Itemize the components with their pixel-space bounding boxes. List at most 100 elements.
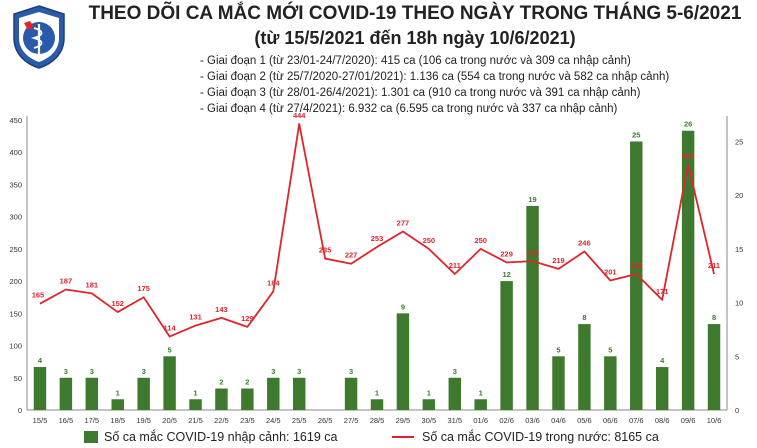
line-data-label: 253 <box>371 234 384 243</box>
bar <box>137 377 150 410</box>
chart-subtitle: (từ 15/5/2021 đến 18h ngày 10/6/2021) <box>254 28 576 48</box>
bar <box>655 367 669 410</box>
bar-data-label: 3 <box>297 367 301 376</box>
x-tick-label: 05/6 <box>577 416 592 425</box>
line-data-label: 250 <box>474 236 487 245</box>
line-data-label: 131 <box>189 313 202 322</box>
y-right-tick-label: 15 <box>735 245 743 254</box>
y-right-tick-label: 5 <box>735 352 739 361</box>
y-left-tick-label: 200 <box>9 277 22 286</box>
bar <box>422 399 436 410</box>
y-right-tick-label: 25 <box>735 137 743 146</box>
bar <box>33 367 47 410</box>
bar <box>474 399 487 410</box>
line-data-label: 250 <box>423 236 436 245</box>
bar-data-label: 1 <box>193 388 197 397</box>
bar-data-label: 1 <box>375 388 379 397</box>
line-series-domestic <box>39 122 715 338</box>
x-tick-label: 06/6 <box>603 416 618 425</box>
line-data-label: 171 <box>656 287 669 296</box>
bar-data-label: 3 <box>90 367 94 376</box>
x-tick-label: 04/6 <box>551 416 566 425</box>
bar <box>578 324 591 410</box>
chart-title: THEO DÕI CA MẮC MỚI COVID-19 THEO NGÀY T… <box>88 3 742 24</box>
line-data-label: 277 <box>397 218 410 227</box>
bar-data-label: 2 <box>219 378 223 387</box>
y-left-tick-label: 350 <box>9 180 22 189</box>
bar <box>111 399 124 410</box>
bar <box>448 377 461 410</box>
x-tick-label: 09/6 <box>681 416 696 425</box>
x-tick-label: 30/5 <box>422 416 437 425</box>
x-tick-label: 08/6 <box>655 416 670 425</box>
bar <box>293 377 306 410</box>
bar-data-label: 1 <box>427 388 431 397</box>
bar-data-label: 3 <box>453 367 457 376</box>
period-note-1: - Giai đoạn 1 (từ 23/01-24/7/2020): 415 … <box>200 55 631 67</box>
bar <box>241 388 254 410</box>
x-tick-label: 22/5 <box>214 416 229 425</box>
line-data-label: 181 <box>86 280 99 289</box>
bar <box>526 205 539 410</box>
x-tick-label: 17/5 <box>85 416 100 425</box>
x-tick-label: 27/5 <box>344 416 359 425</box>
bar-data-label: 19 <box>528 195 536 204</box>
line-data-label: 211 <box>630 261 642 270</box>
x-tick-label: 16/5 <box>59 416 74 425</box>
x-tick-label: 31/5 <box>447 416 462 425</box>
bar-data-label: 5 <box>556 345 560 354</box>
legend-bar: Số ca mắc COVID-19 nhập cảnh: 1619 ca <box>84 430 337 444</box>
period-note-2: - Giai đoạn 2 (từ 25/7/2020-27/01/2021):… <box>200 71 670 83</box>
y-left-tick-label: 50 <box>14 374 22 383</box>
legend-bar-label: Số ca mắc COVID-19 nhập cảnh: 1619 ca <box>104 430 338 444</box>
bar-data-label: 3 <box>349 367 353 376</box>
bar-data-label: 2 <box>245 378 249 387</box>
y-left-tick-label: 250 <box>9 245 22 254</box>
period-note-3: - Giai đoạn 3 (từ 28/01-26/4/2021): 1.30… <box>200 87 641 99</box>
bar-data-label: 9 <box>401 302 405 311</box>
line-data-label: 211 <box>708 261 720 270</box>
line-data-label: 187 <box>60 276 73 285</box>
y-left-tick-label: 0 <box>18 406 22 415</box>
bar-data-label: 5 <box>608 345 612 354</box>
x-tick-label: 10/6 <box>707 416 722 425</box>
line-data-label: 175 <box>137 284 150 293</box>
y-left-tick-label: 150 <box>9 309 22 318</box>
bar-data-label: 12 <box>502 270 510 279</box>
line-data-label: 114 <box>164 324 177 333</box>
line-data-label: 201 <box>604 267 617 276</box>
bar-data-label: 4 <box>38 356 43 365</box>
period-note-4: - Giai đoạn 4 (từ 27/4/2021): 6.932 ca (… <box>200 103 618 115</box>
y-left-tick-label: 100 <box>9 342 22 351</box>
bar <box>552 356 565 410</box>
line-data-label: 444 <box>293 111 306 120</box>
x-tick-label: 07/6 <box>629 416 644 425</box>
line-data-label: 227 <box>345 251 358 260</box>
bar-data-label: 1 <box>116 388 120 397</box>
bar <box>344 377 358 410</box>
line-data-label: 231 <box>526 248 539 257</box>
y-left-tick-label: 300 <box>9 213 22 222</box>
bar <box>630 141 643 410</box>
bar <box>604 356 617 410</box>
line-data-label: 152 <box>111 299 124 308</box>
bar <box>163 356 176 410</box>
bar <box>396 313 410 410</box>
bar-data-label: 3 <box>271 367 275 376</box>
bar-data-label: 8 <box>582 313 586 322</box>
line-data-label: 219 <box>552 256 565 265</box>
bar <box>85 377 99 410</box>
bar <box>707 324 721 410</box>
x-tick-label: 20/5 <box>162 416 177 425</box>
legend-line-label: Số ca mắc COVID-19 trong nước: 8165 ca <box>422 430 659 444</box>
bar <box>267 377 280 410</box>
bar-data-label: 3 <box>64 367 68 376</box>
line-data-label: 235 <box>319 246 332 255</box>
bar-data-label: 25 <box>632 130 640 139</box>
period-notes: - Giai đoạn 1 (từ 23/01-24/7/2020): 415 … <box>200 53 669 117</box>
bar-data-label: 26 <box>684 120 692 129</box>
line-data-label: 184 <box>267 278 280 287</box>
bar <box>215 388 228 410</box>
bar-data-label: 4 <box>660 356 665 365</box>
